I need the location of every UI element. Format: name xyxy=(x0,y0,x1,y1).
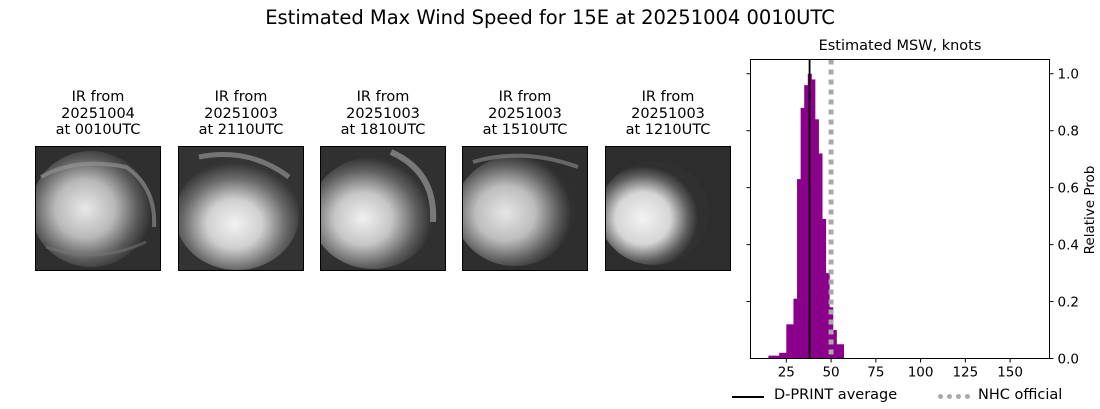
histogram-bar xyxy=(793,298,798,359)
histogram-bar xyxy=(797,179,802,359)
ir-panel-time: at 1210UTC xyxy=(625,122,711,138)
ir-panel-label: IR from xyxy=(214,89,268,105)
histogram-bar xyxy=(811,79,816,359)
figure-title: Estimated Max Wind Speed for 15E at 2025… xyxy=(265,6,835,29)
histogram-bar xyxy=(775,355,780,359)
histogram-bar xyxy=(840,344,845,359)
ir-panel-time: at 1810UTC xyxy=(340,122,426,138)
ir-panel-label: IR from xyxy=(498,89,552,105)
histogram-bar xyxy=(779,352,784,359)
satellite-ir-image xyxy=(178,146,304,271)
histogram-bar xyxy=(782,352,787,359)
x-tick-label: 100 xyxy=(908,365,934,381)
ir-panel-title: IR from 20251003 at 1510UTC xyxy=(462,89,588,141)
x-tick-label: 25 xyxy=(778,365,795,381)
ir-panel-time: at 2110UTC xyxy=(198,122,284,138)
ir-panel-date: 20251003 xyxy=(204,105,278,122)
x-tick-label: 75 xyxy=(867,365,884,381)
ir-panel-4: IR from 20251003 at 1510UTC xyxy=(462,89,588,271)
y-tick-label: 1.0 xyxy=(1058,67,1079,83)
ir-panel-3: IR from 20251003 at 1810UTC xyxy=(320,89,446,271)
plot-area-frame xyxy=(750,59,1050,359)
histogram-bar xyxy=(836,344,841,359)
ir-panel-date: 20251003 xyxy=(488,105,562,122)
chart-title: Estimated MSW, knots xyxy=(819,38,982,54)
ir-panel-date: 20251003 xyxy=(631,105,705,122)
ir-panel-date: 20251004 xyxy=(61,105,135,122)
y-axis-label: Relative Prob xyxy=(1082,166,1098,255)
legend-label: NHC official xyxy=(978,387,1063,403)
y-tick-label: 0.4 xyxy=(1058,238,1079,254)
histogram-bar xyxy=(818,153,823,359)
satellite-ir-image xyxy=(320,146,446,271)
ir-panel-title: IR from 20251003 at 1810UTC xyxy=(320,89,446,141)
x-tick-label: 125 xyxy=(952,365,978,381)
ir-panel-label: IR from xyxy=(641,89,695,105)
ir-panel-label: IR from xyxy=(71,89,125,105)
histogram-bar xyxy=(825,273,830,359)
ir-panel-1: IR from 20251004 at 0010UTC xyxy=(35,89,161,271)
satellite-ir-image xyxy=(605,146,731,271)
histogram-bar xyxy=(800,107,805,359)
histogram-bar xyxy=(832,330,837,359)
ir-panel-title: IR from 20251004 at 0010UTC xyxy=(35,89,161,141)
histogram-bar xyxy=(814,119,819,359)
ir-panel-5: IR from 20251003 at 1210UTC xyxy=(605,89,731,271)
ir-panel-label: IR from xyxy=(356,89,410,105)
legend-dotted-line-icon xyxy=(938,394,970,399)
histogram-bar xyxy=(804,85,809,359)
ir-panel-time: at 0010UTC xyxy=(55,122,141,138)
legend-solid-line-icon xyxy=(732,396,764,398)
ir-panel-date: 20251003 xyxy=(346,105,420,122)
y-tick-label: 0.0 xyxy=(1058,352,1079,368)
histogram-bar xyxy=(771,355,776,359)
histogram-bar xyxy=(786,324,791,359)
y-tick-label: 0.8 xyxy=(1058,124,1079,140)
histogram-bar xyxy=(789,324,794,359)
y-tick-label: 0.2 xyxy=(1058,295,1079,311)
ir-panel-time: at 1510UTC xyxy=(482,122,568,138)
histogram-bar xyxy=(768,355,773,359)
x-tick-label: 150 xyxy=(997,365,1023,381)
histogram-bar xyxy=(822,218,827,359)
x-tick-label: 50 xyxy=(822,365,839,381)
ir-panel-title: IR from 20251003 at 2110UTC xyxy=(178,89,304,141)
ir-panel-2: IR from 20251003 at 2110UTC xyxy=(178,89,304,271)
ir-panel-title: IR from 20251003 at 1210UTC xyxy=(605,89,731,141)
satellite-ir-image xyxy=(462,146,588,271)
legend-label: D-PRINT average xyxy=(774,387,898,403)
y-tick-label: 0.6 xyxy=(1058,181,1079,197)
satellite-ir-image xyxy=(35,146,161,271)
